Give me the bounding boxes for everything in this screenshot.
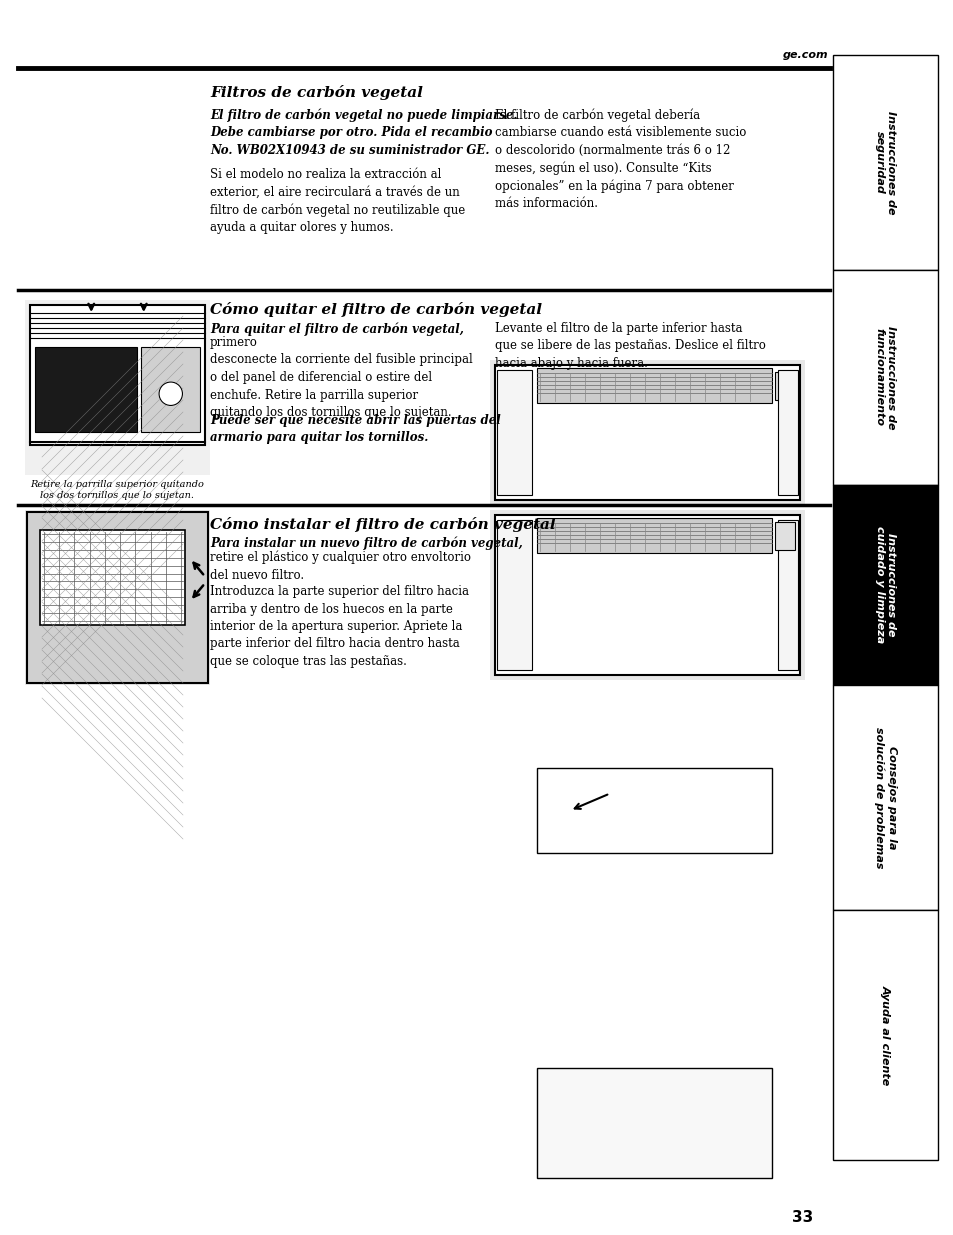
Text: Retire la parrilla superior quitando
los dos tornillos que lo sujetan.: Retire la parrilla superior quitando los…	[30, 480, 204, 500]
Text: Filtros de carbón vegetal: Filtros de carbón vegetal	[210, 85, 422, 100]
Bar	[27, 513, 208, 683]
Bar	[537, 1068, 771, 1178]
Bar	[832, 685, 937, 910]
Bar	[495, 515, 800, 676]
Text: Puede ser que necesite abrir las puertas del
armario para quitar los tornillos.: Puede ser que necesite abrir las puertas…	[210, 414, 500, 445]
Bar	[537, 768, 771, 853]
Bar	[35, 347, 136, 432]
Bar	[495, 366, 800, 500]
Text: 33: 33	[792, 1210, 813, 1225]
Text: Ayuda al cliente: Ayuda al cliente	[880, 984, 889, 1086]
Text: Levante el filtro de la parte inferior hasta
que se libere de las pestañas. Desl: Levante el filtro de la parte inferior h…	[495, 322, 765, 370]
Text: primero
desconecte la corriente del fusible principal
o del panel de diferencial: primero desconecte la corriente del fusi…	[210, 336, 473, 419]
Text: Para instalar un nuevo filtro de carbón vegetal,: Para instalar un nuevo filtro de carbón …	[210, 537, 522, 551]
Bar	[497, 520, 532, 671]
Bar	[40, 530, 185, 625]
Text: Para quitar el filtro de carbón vegetal,: Para quitar el filtro de carbón vegetal,	[210, 322, 463, 336]
Bar	[30, 305, 205, 445]
Bar	[832, 270, 937, 485]
Bar	[832, 485, 937, 685]
Text: Cómo instalar el filtro de carbón vegetal: Cómo instalar el filtro de carbón vegeta…	[210, 517, 555, 532]
Text: Cómo quitar el filtro de carbón vegetal: Cómo quitar el filtro de carbón vegetal	[210, 303, 541, 317]
Text: Consejos para la
solución de problemas: Consejos para la solución de problemas	[874, 726, 896, 868]
Text: El filtro de carbón vegetal debería
cambiarse cuando está visiblemente sucio
o d: El filtro de carbón vegetal debería camb…	[495, 107, 745, 210]
Text: El filtro de carbón vegetal no puede limpiarse.
Debe cambiarse por otro. Pida el: El filtro de carbón vegetal no puede lim…	[210, 107, 517, 157]
Bar	[497, 370, 532, 495]
Bar	[25, 510, 210, 685]
Bar	[25, 300, 210, 475]
Bar	[537, 368, 771, 403]
Bar	[832, 56, 937, 270]
Bar	[141, 347, 200, 432]
Bar	[774, 372, 794, 400]
Text: Instrucciones de
cuidado y limpieza: Instrucciones de cuidado y limpieza	[874, 526, 896, 643]
Text: Si el modelo no realiza la extracción al
exterior, el aire recirculará a través : Si el modelo no realiza la extracción al…	[210, 168, 465, 235]
Text: Instrucciones de
seguridad: Instrucciones de seguridad	[874, 111, 896, 214]
Text: Introduzca la parte superior del filtro hacia
arriba y dentro de los huecos en l: Introduzca la parte superior del filtro …	[210, 585, 469, 668]
Text: ge.com: ge.com	[781, 49, 827, 61]
Bar	[774, 522, 794, 550]
Circle shape	[159, 382, 182, 405]
Text: retire el plástico y cualquier otro envoltorio
del nuevo filtro.: retire el plástico y cualquier otro envo…	[210, 551, 471, 582]
Bar	[778, 520, 797, 671]
Bar	[778, 370, 797, 495]
Bar	[490, 359, 804, 505]
Bar	[832, 910, 937, 1160]
Text: Instrucciones de
funcionamiento: Instrucciones de funcionamiento	[874, 326, 896, 430]
Bar	[490, 510, 804, 680]
Bar	[537, 517, 771, 553]
